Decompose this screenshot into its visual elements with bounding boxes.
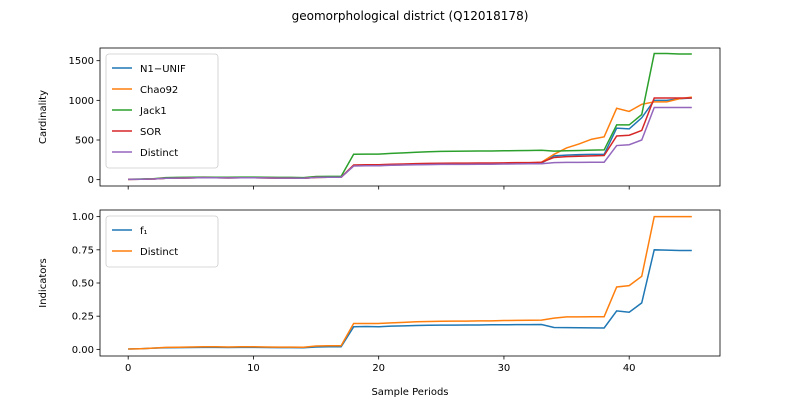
y-tick-label: 1500 — [69, 56, 94, 67]
x-tick-label: 20 — [372, 363, 385, 374]
legend-entry: SOR — [140, 127, 161, 138]
panels: 0 500 1000 1500 Cardinality N1−UNIF Chao92 Jack… — [38, 47, 721, 374]
y-tick-label: 0.50 — [72, 279, 94, 290]
legend-1 — [105, 53, 219, 169]
y-tick-label: 1.00 — [72, 212, 94, 223]
y-axis-label-2: Indicators — [38, 258, 49, 307]
y-tick-label: 0.00 — [72, 345, 94, 356]
chart-title: geomorphological district (Q12018178) — [292, 9, 529, 23]
x-tick-label: 40 — [623, 363, 636, 374]
y-tick-label: 1000 — [69, 96, 94, 107]
axes-frame — [99, 47, 721, 187]
panel-2: 0 10 20 30 40 0.00 0.25 0.50 0.75 1.00 Indicators f… — [38, 209, 721, 374]
panel-1: 0 500 1000 1500 Cardinality N1−UNIF Chao92 Jack… — [38, 47, 721, 190]
legend-entry: Chao92 — [140, 85, 178, 96]
legend-entry: f₁ — [140, 226, 148, 237]
legend-entry: Distinct — [140, 148, 178, 159]
legend-2 — [105, 215, 219, 268]
legend-entry: Distinct — [140, 247, 178, 258]
legend-entry: N1−UNIF — [140, 64, 186, 75]
x-tick-label: 0 — [125, 363, 131, 374]
x-tick-label: 30 — [498, 363, 511, 374]
y-axis-label-1: Cardinality — [38, 90, 49, 144]
y-tick-label: 0.75 — [72, 245, 94, 256]
series-line-1-5 — [128, 106, 692, 181]
y-tick-label: 0 — [88, 175, 94, 186]
y-tick-label: 500 — [75, 136, 94, 147]
x-axis-label: Sample Periods — [371, 387, 448, 398]
x-tick-label: 10 — [247, 363, 260, 374]
series-line-2-2 — [128, 215, 692, 350]
legend-entry: Jack1 — [139, 106, 167, 117]
y-tick-label: 0.25 — [72, 312, 94, 323]
